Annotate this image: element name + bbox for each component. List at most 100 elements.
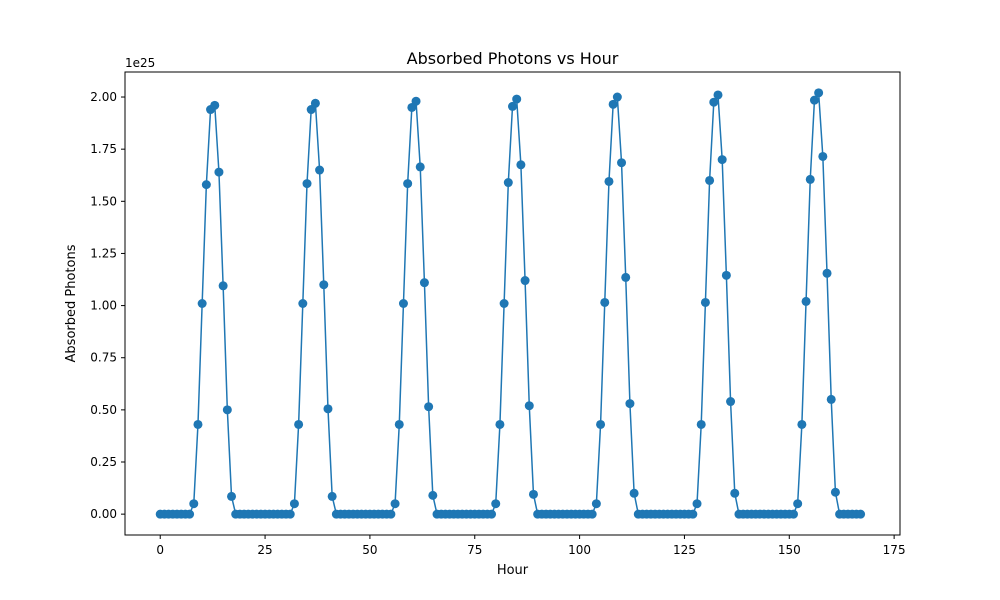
data-point	[319, 280, 329, 290]
data-point	[612, 92, 622, 102]
data-point	[227, 491, 237, 501]
data-point	[315, 165, 325, 175]
x-tick-label: 50	[362, 543, 377, 557]
data-point	[419, 278, 429, 288]
y-tick-label: 1.75	[90, 142, 117, 156]
data-point	[805, 174, 815, 184]
data-point	[323, 404, 333, 414]
data-point	[524, 401, 534, 411]
data-point	[705, 175, 715, 185]
data-point	[528, 489, 538, 499]
data-point	[218, 281, 228, 291]
x-tick-label: 0	[156, 543, 164, 557]
plot-area	[125, 72, 900, 535]
x-tick-label: 75	[467, 543, 482, 557]
data-point	[302, 179, 312, 189]
data-point	[310, 98, 320, 108]
y-tick-label: 0.25	[90, 455, 117, 469]
y-tick-label: 2.00	[90, 90, 117, 104]
data-point	[398, 299, 408, 308]
data-point	[185, 509, 195, 519]
y-tick-label: 0.00	[90, 507, 117, 521]
data-point	[830, 487, 840, 497]
data-point	[797, 419, 807, 429]
data-point	[411, 96, 421, 106]
data-point	[822, 268, 832, 278]
data-point	[214, 167, 224, 177]
data-point	[587, 509, 597, 519]
data-point	[197, 299, 207, 308]
data-point	[696, 419, 706, 429]
data-point	[512, 94, 522, 104]
chart-title: Absorbed Photons vs Hour	[407, 49, 619, 68]
data-point	[629, 488, 639, 498]
data-point	[608, 99, 618, 109]
data-point	[604, 176, 614, 186]
data-point	[516, 160, 526, 170]
data-point	[856, 509, 866, 519]
data-point	[386, 509, 396, 519]
data-point	[508, 101, 517, 111]
x-tick-label: 150	[778, 543, 801, 557]
data-point	[495, 419, 505, 429]
data-point	[210, 100, 220, 110]
data-point	[600, 297, 610, 307]
data-point	[201, 180, 211, 190]
data-point	[801, 296, 811, 306]
data-point	[285, 509, 295, 519]
y-axis-label: Absorbed Photons	[64, 244, 79, 362]
data-point	[625, 399, 635, 409]
data-point	[415, 162, 425, 172]
y-tick-label: 1.00	[90, 299, 117, 313]
data-point	[428, 490, 438, 500]
data-point	[688, 509, 698, 519]
data-point	[713, 90, 723, 100]
data-point	[721, 270, 731, 280]
data-point	[189, 499, 199, 509]
data-point	[503, 178, 513, 188]
series-layer	[155, 88, 866, 519]
data-point	[499, 299, 509, 308]
x-ticks: 0 25 50 75 100 125 150 175	[156, 535, 906, 557]
data-point	[814, 88, 824, 98]
data-point	[222, 405, 232, 415]
data-point	[294, 419, 304, 429]
data-point	[390, 499, 400, 509]
axes-frame	[124, 71, 901, 536]
x-tick-label: 100	[568, 543, 591, 557]
data-point	[692, 499, 702, 509]
data-point	[730, 488, 740, 498]
x-tick-label: 125	[673, 543, 696, 557]
data-point	[394, 419, 404, 429]
data-point	[709, 97, 719, 107]
data-point	[826, 394, 836, 404]
data-point	[617, 158, 627, 168]
y-tick-label: 0.75	[90, 351, 117, 365]
data-point	[818, 151, 828, 161]
data-point	[487, 509, 497, 519]
y-tick-label: 0.50	[90, 403, 117, 417]
data-point	[700, 297, 710, 307]
data-point	[520, 276, 530, 286]
data-point	[403, 179, 413, 189]
data-point	[289, 499, 299, 509]
data-point	[193, 419, 203, 429]
y-ticks: 0.00 0.25 0.50 0.75 1.00 1.25 1.50 1.75 2.00	[90, 90, 125, 521]
x-tick-label: 25	[257, 543, 272, 557]
data-point	[726, 397, 736, 407]
y-scale-offset-label: 1e25	[125, 56, 155, 70]
data-point	[298, 299, 308, 308]
data-point	[327, 491, 337, 501]
data-point	[717, 155, 727, 165]
data-point	[809, 95, 819, 105]
x-tick-label: 175	[883, 543, 906, 557]
data-point	[621, 272, 631, 282]
data-point	[424, 402, 434, 412]
x-axis-label: Hour	[497, 563, 529, 578]
y-tick-label: 1.50	[90, 194, 117, 208]
data-point	[491, 499, 501, 509]
data-point	[788, 509, 798, 519]
data-point	[793, 499, 803, 509]
